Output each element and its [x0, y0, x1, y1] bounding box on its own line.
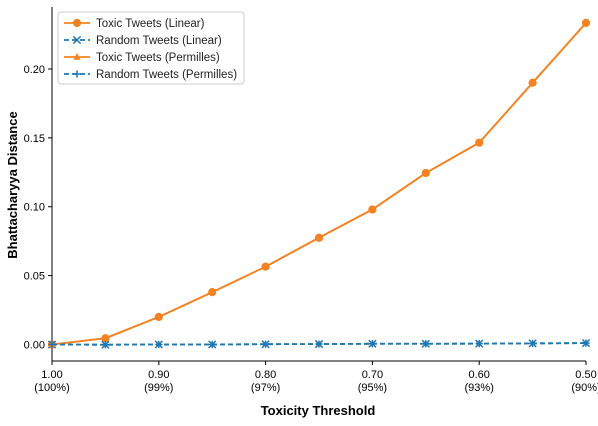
legend-entry: Random Tweets (Permilles) — [64, 69, 237, 81]
legend-label: Toxic Tweets (Linear) — [96, 18, 205, 30]
x-tick-label: 0.50 — [575, 369, 596, 381]
legend-entry: Toxic Tweets (Permilles) — [64, 52, 220, 64]
axes: 0.00 0.05 0.10 0.15 0.20 1.00(100%) 0.90(99%) 0… — [24, 7, 598, 394]
data-point — [101, 334, 109, 341]
series-layer — [47, 18, 591, 349]
data-point — [155, 312, 163, 320]
x-tick-sublabel: (95%) — [358, 382, 387, 394]
legend: Toxic Tweets (Linear) Random Tweets (Line… — [57, 11, 245, 85]
y-tick-label: 0.10 — [24, 202, 45, 214]
data-point — [208, 288, 216, 295]
y-tick-label: 0.20 — [24, 64, 45, 76]
x-tick-label: 0.70 — [362, 369, 383, 381]
data-point — [582, 339, 590, 347]
data-point — [315, 233, 323, 241]
x-tick-sublabel: (99%) — [144, 382, 173, 394]
x-tick-sublabel: (90%) — [571, 382, 598, 394]
data-point — [422, 169, 430, 176]
legend-entry: Toxic Tweets (Linear) — [64, 18, 205, 30]
legend-box — [57, 11, 245, 85]
data-point — [529, 339, 537, 347]
x-tick-label: 0.90 — [148, 369, 169, 381]
data-point — [262, 340, 270, 348]
data-point — [101, 341, 109, 349]
legend-entry: Random Tweets (Linear) — [64, 35, 222, 47]
x-tick-sublabel: (97%) — [251, 382, 280, 394]
data-point — [422, 340, 430, 348]
x-tick-sublabel: (93%) — [465, 382, 494, 394]
y-tick-label: 0.15 — [24, 133, 45, 145]
x-tick-label: 1.00 — [41, 369, 62, 381]
data-point — [368, 340, 376, 348]
series-3 — [48, 339, 590, 349]
x-tick-sublabel: (100%) — [34, 382, 69, 394]
data-point — [582, 18, 590, 26]
data-point — [73, 70, 81, 78]
data-point — [475, 138, 483, 146]
data-point — [262, 262, 270, 270]
x-tick-label: 0.60 — [468, 369, 489, 381]
y-tick-label: 0.00 — [24, 339, 45, 351]
x-axis-title: Toxicity Threshold — [261, 403, 376, 418]
series-2 — [48, 18, 590, 348]
data-point — [72, 35, 82, 45]
data-point — [48, 340, 56, 349]
data-point — [368, 205, 376, 213]
data-point — [529, 78, 537, 86]
data-point — [315, 340, 323, 348]
x-tick-label: 0.80 — [255, 369, 276, 381]
y-axis-title: Bhattacharyya Distance — [5, 111, 20, 258]
data-point — [155, 340, 163, 349]
data-point — [72, 18, 82, 28]
data-point — [73, 53, 81, 60]
data-point — [475, 340, 483, 348]
legend-label: Toxic Tweets (Permilles) — [96, 52, 220, 64]
data-point — [208, 340, 216, 349]
y-tick-label: 0.05 — [24, 271, 45, 283]
legend-label: Random Tweets (Permilles) — [96, 69, 237, 81]
legend-label: Random Tweets (Linear) — [96, 35, 222, 47]
